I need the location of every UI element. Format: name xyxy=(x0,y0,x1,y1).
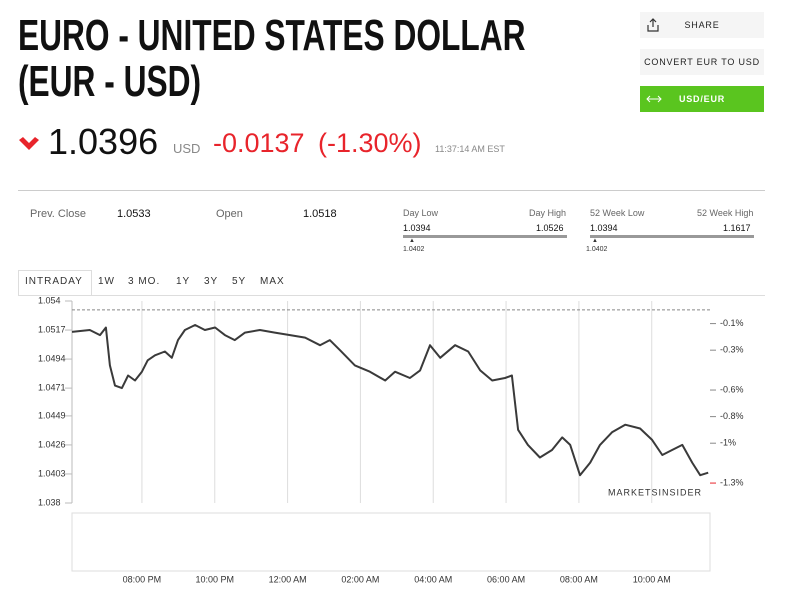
page-title: EURO - UNITED STATES DOLLAR xyxy=(18,11,526,60)
button-label: SHARE xyxy=(684,20,720,30)
quote-time: 11:37:14 AM EST xyxy=(435,144,505,154)
range-marker: 1.0402 xyxy=(586,246,608,253)
y-tick-label: 1.0471 xyxy=(38,382,66,392)
y-tick-label: 1.0449 xyxy=(38,410,66,420)
price-line xyxy=(71,324,709,477)
y-tick-label: 1.0494 xyxy=(38,353,66,363)
x-tick-label: 08:00 PM xyxy=(123,574,162,584)
tab[interactable]: 1W xyxy=(98,276,115,287)
price: 1.0396 xyxy=(48,121,159,162)
range-value: 1.1617 xyxy=(723,223,751,233)
y2-tick-label: -1% xyxy=(720,438,736,448)
watermark: MARKETSINSIDER xyxy=(608,487,702,497)
share-icon xyxy=(647,18,659,32)
range-value: 1.0526 xyxy=(536,223,564,233)
button-label: USD/EUR xyxy=(678,94,726,104)
x-tick-label: 04:00 AM xyxy=(414,574,452,584)
range-pointer: ▲ xyxy=(409,238,415,244)
price-change-percent: (-1.30%) xyxy=(318,128,422,158)
share-button[interactable]: SHARE xyxy=(640,12,764,38)
swap-icon xyxy=(646,95,662,103)
range-bar xyxy=(590,235,754,238)
y2-tick-label: -0.1% xyxy=(720,318,744,328)
button-label: CONVERT EUR TO USD xyxy=(644,57,760,67)
tab[interactable]: 3Y xyxy=(204,276,219,287)
convert-button[interactable]: CONVERT EUR TO USD xyxy=(640,49,764,75)
range-label: Day Low xyxy=(403,208,439,218)
x-tick-label: 10:00 AM xyxy=(633,574,671,584)
tab[interactable]: 3 MO. xyxy=(128,276,161,287)
y2-tick-label: -0.3% xyxy=(720,345,744,355)
range-label: Day High xyxy=(529,208,567,218)
stat-label: Open xyxy=(216,208,243,220)
y2-tick-label: -0.8% xyxy=(720,411,744,421)
down-arrow xyxy=(19,137,39,150)
range-pointer: ▲ xyxy=(592,238,598,244)
y2-tick-label: -0.6% xyxy=(720,384,744,394)
range-label: 52 Week High xyxy=(697,208,754,218)
y-tick-label: 1.054 xyxy=(38,295,61,305)
x-tick-label: 08:00 AM xyxy=(560,574,598,584)
currency: USD xyxy=(173,141,201,156)
range-value: 1.0394 xyxy=(590,223,618,233)
divider xyxy=(18,190,765,191)
x-tick-label: 02:00 AM xyxy=(341,574,379,584)
x-tick-label: 12:00 AM xyxy=(269,574,307,584)
y-tick-label: 1.038 xyxy=(38,497,61,507)
stat-value: 1.0518 xyxy=(303,208,337,220)
y-tick-label: 1.0403 xyxy=(38,468,66,478)
volume-panel xyxy=(71,512,711,572)
range-label: 52 Week Low xyxy=(590,208,645,218)
range-bar xyxy=(403,235,567,238)
divider xyxy=(18,295,765,296)
stat-label: Prev. Close xyxy=(30,208,87,220)
tab[interactable]: MAX xyxy=(260,276,285,287)
stat-value: 1.0533 xyxy=(117,208,151,220)
x-tick-label: 10:00 PM xyxy=(195,574,234,584)
tab[interactable]: INTRADAY xyxy=(25,276,83,287)
tab[interactable]: 5Y xyxy=(232,276,247,287)
active-tab-frame xyxy=(18,270,92,295)
range-marker: 1.0402 xyxy=(403,246,425,253)
y2-tick-label: -1.3% xyxy=(720,477,744,487)
tab[interactable]: 1Y xyxy=(176,276,191,287)
y-tick-label: 1.0426 xyxy=(38,439,66,449)
x-tick-label: 06:00 AM xyxy=(487,574,525,584)
page-title: (EUR - USD) xyxy=(18,57,202,106)
swap-button[interactable]: USD/EUR xyxy=(640,86,764,112)
price-change: -0.0137 xyxy=(213,128,305,158)
range-value: 1.0394 xyxy=(403,223,431,233)
y-tick-label: 1.0517 xyxy=(38,324,66,334)
